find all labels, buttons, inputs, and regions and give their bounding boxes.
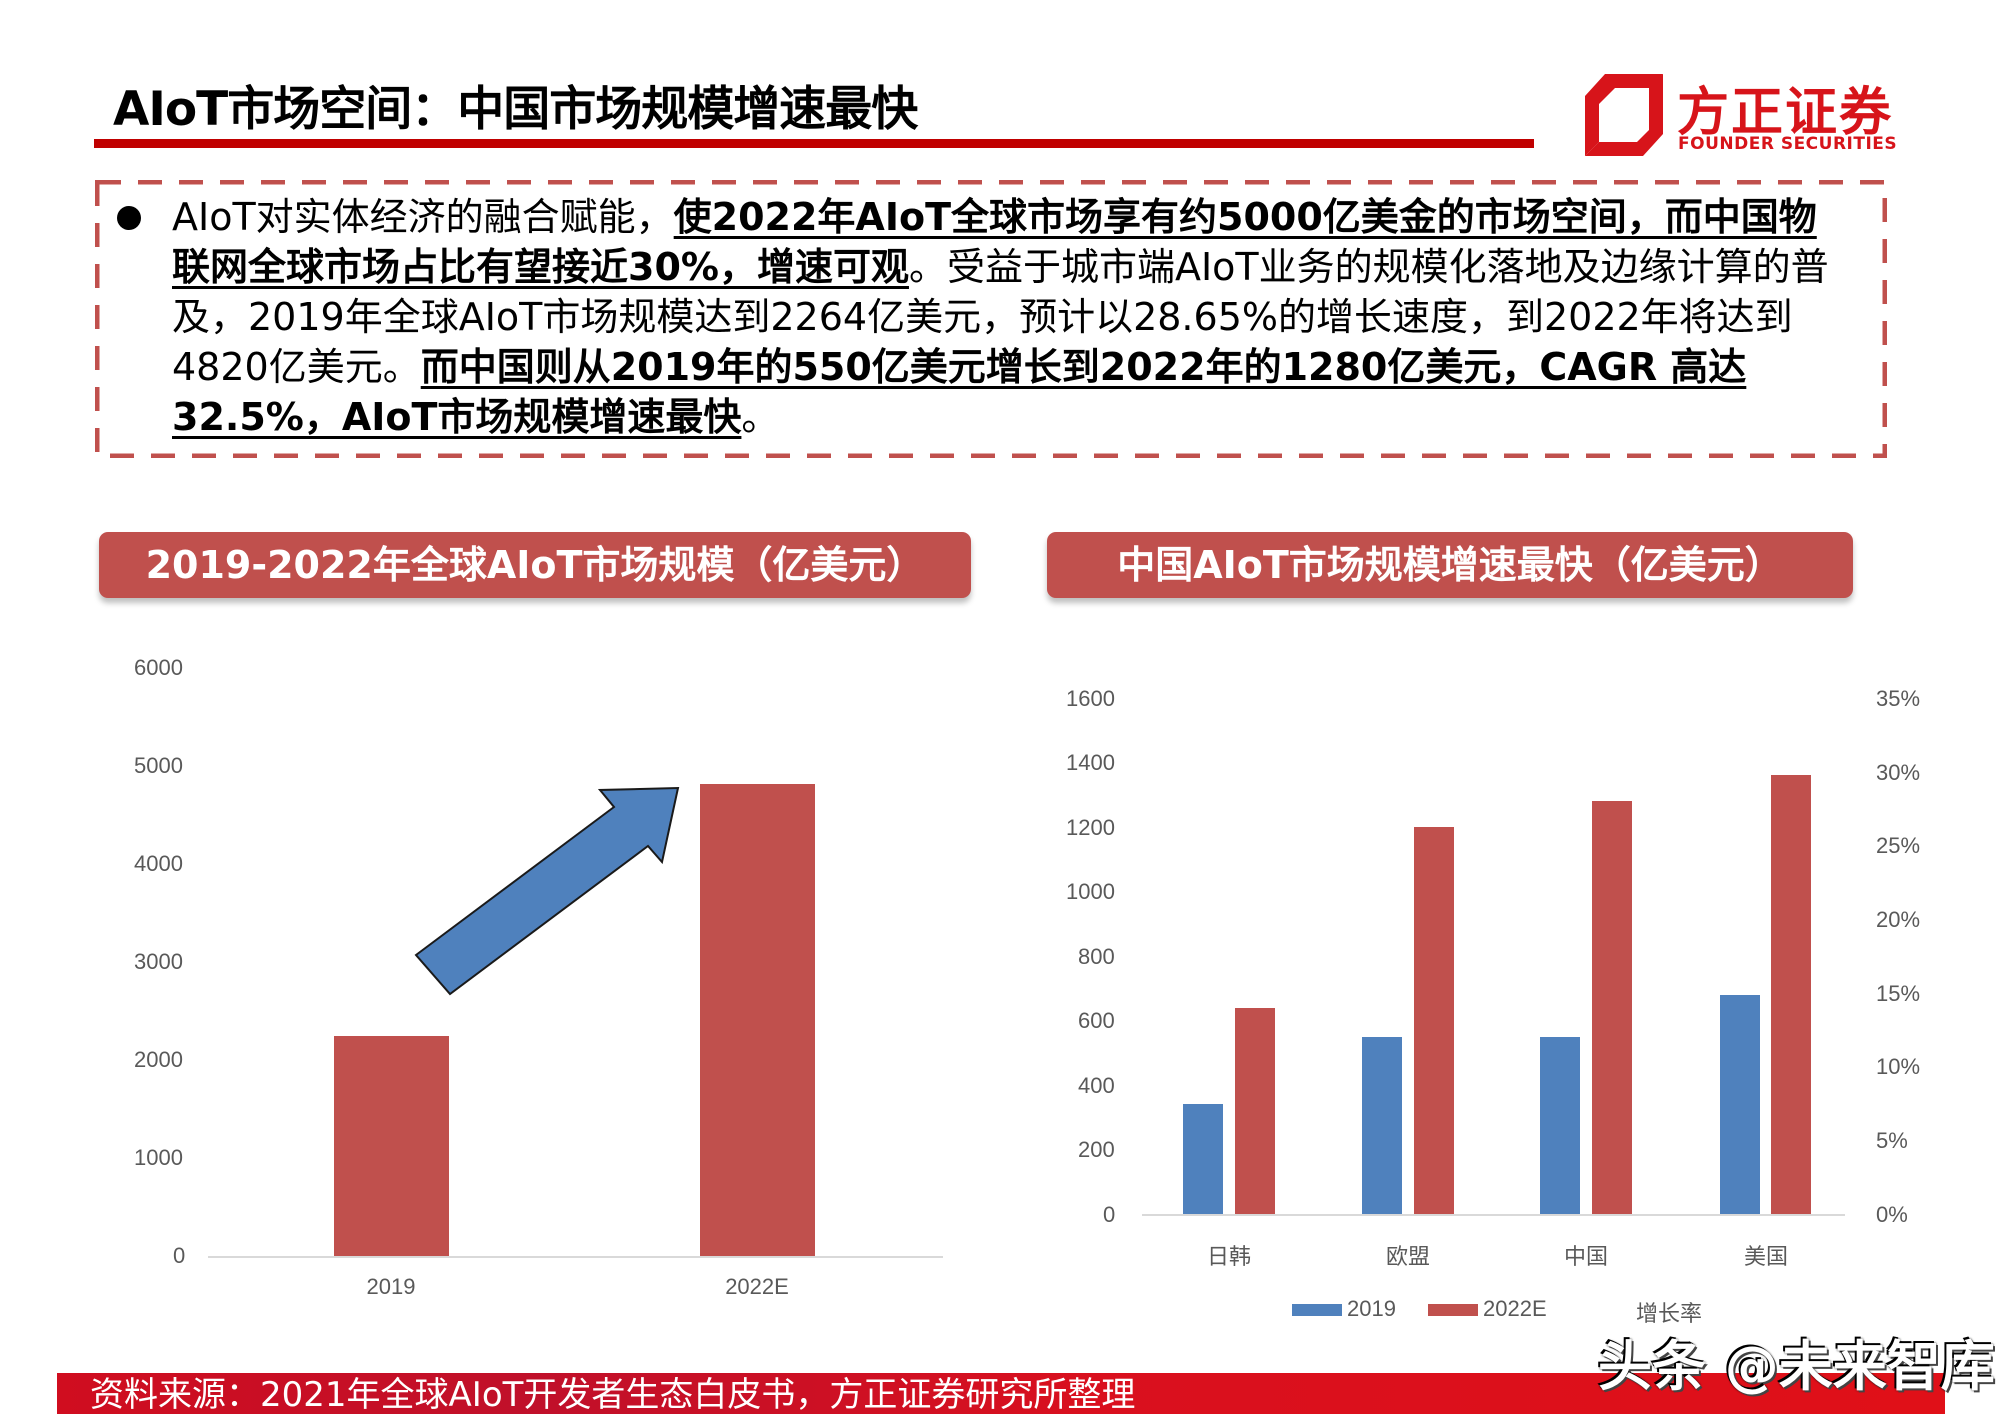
bar-china-2022e [1592, 801, 1632, 1214]
bar-china-2019 [1540, 1037, 1580, 1214]
x-tick: 欧盟 [1385, 1244, 1430, 1269]
page-title: AIoT市场空间：中国市场规模增速最快 [113, 82, 918, 137]
summary-seg4-highlight: 而中国则从2019年的550亿美元增长到2022年的1280亿美元，CAGR 高… [172, 345, 1747, 439]
y2-tick: 20% [1876, 907, 1921, 932]
y-tick: 5000 [134, 753, 183, 778]
x-axis-line [1142, 1214, 1845, 1216]
y2-tick: 15% [1876, 981, 1921, 1006]
bar-japan-korea-2019 [1183, 1104, 1223, 1214]
bar-2019 [334, 1036, 449, 1257]
bar-japan-korea-2022e [1235, 1008, 1275, 1214]
founder-securities-logo: 方正证券 FOUNDER SECURITIES [1585, 74, 1898, 156]
y-tick: 600 [1078, 1008, 1115, 1033]
x-tick: 2022E [725, 1274, 789, 1299]
summary-seg3: 。受益于城市端AIoT业务的规模化落地及边缘计算的普及，2019年全球AIoT市… [172, 245, 1829, 389]
x-tick: 日韩 [1206, 1244, 1251, 1269]
y-tick: 1000 [134, 1145, 183, 1170]
y-tick: 0 [1103, 1202, 1116, 1227]
left-chart-header: 2019-2022年全球AIoT市场规模（亿美元） [99, 532, 971, 598]
source-footer: 资料来源：2021年全球AIoT开发者生态白皮书，方正证券研究所整理 [57, 1373, 1945, 1415]
x-tick: 美国 [1743, 1244, 1788, 1269]
y-tick: 3000 [134, 949, 183, 974]
y2-tick: 35% [1876, 686, 1921, 711]
y-tick: 6000 [134, 655, 183, 680]
logo-cn-text: 方正证券 [1677, 83, 1894, 143]
legend-item-2022e: 2022E [1428, 1296, 1547, 1322]
legend-swatch-red [1428, 1304, 1478, 1317]
y-tick: 1200 [1066, 815, 1115, 840]
y-tick: 2000 [134, 1047, 183, 1072]
summary-text: AIoT对实体经济的融合赋能，使2022年AIoT全球市场享有约5000亿美金的… [172, 192, 1852, 442]
x-tick: 2019 [366, 1274, 416, 1299]
summary-seg5: 。 [741, 395, 780, 439]
y2-tick: 30% [1876, 760, 1921, 785]
x-axis-line [208, 1256, 943, 1258]
watermark: 头条 @未来智库 [1598, 1335, 1995, 1398]
y-tick: 1400 [1066, 750, 1115, 775]
legend-item-2019: 2019 [1292, 1296, 1396, 1322]
bar-eu-2019 [1362, 1037, 1402, 1214]
bar-eu-2022e [1414, 827, 1454, 1214]
legend-item-growth-rate: 增长率 [1636, 1301, 1703, 1326]
legend-label: 2019 [1347, 1296, 1396, 1321]
bullet-icon [117, 206, 141, 230]
y-tick: 1000 [1066, 879, 1115, 904]
logo-en-text: FOUNDER SECURITIES [1678, 134, 1898, 154]
summary-box [95, 180, 1887, 458]
legend-label: 2022E [1483, 1296, 1547, 1321]
y2-tick: 10% [1876, 1054, 1921, 1079]
right-chart-header: 中国AIoT市场规模增速最快（亿美元） [1047, 532, 1853, 598]
bar-2022e [700, 784, 815, 1257]
y2-tick: 5% [1876, 1128, 1908, 1153]
bar-usa-2019 [1720, 995, 1760, 1214]
title-rule [94, 139, 1534, 148]
bar-usa-2022e [1771, 775, 1811, 1214]
y-tick: 800 [1078, 944, 1115, 969]
y-tick: 200 [1078, 1137, 1115, 1162]
source-text: 资料来源：2021年全球AIoT开发者生态白皮书，方正证券研究所整理 [90, 1375, 1136, 1415]
y-tick: 0 [173, 1243, 186, 1268]
logo-mark-icon [1585, 74, 1663, 156]
y-tick: 400 [1078, 1073, 1115, 1098]
y-tick: 1600 [1066, 686, 1115, 711]
x-tick: 中国 [1563, 1244, 1608, 1269]
y-tick: 4000 [134, 851, 183, 876]
cagr-arrow-icon [414, 786, 680, 996]
summary-seg1: AIoT对实体经济的融合赋能， [172, 195, 674, 239]
y2-tick: 25% [1876, 833, 1921, 858]
summary-seg2-highlight: 使2022年AIoT全球市场享有约5000亿美金的市场空间，而中国物联网全球市场… [172, 195, 1817, 289]
legend-swatch-blue [1292, 1304, 1342, 1317]
y2-tick: 0% [1876, 1202, 1908, 1227]
